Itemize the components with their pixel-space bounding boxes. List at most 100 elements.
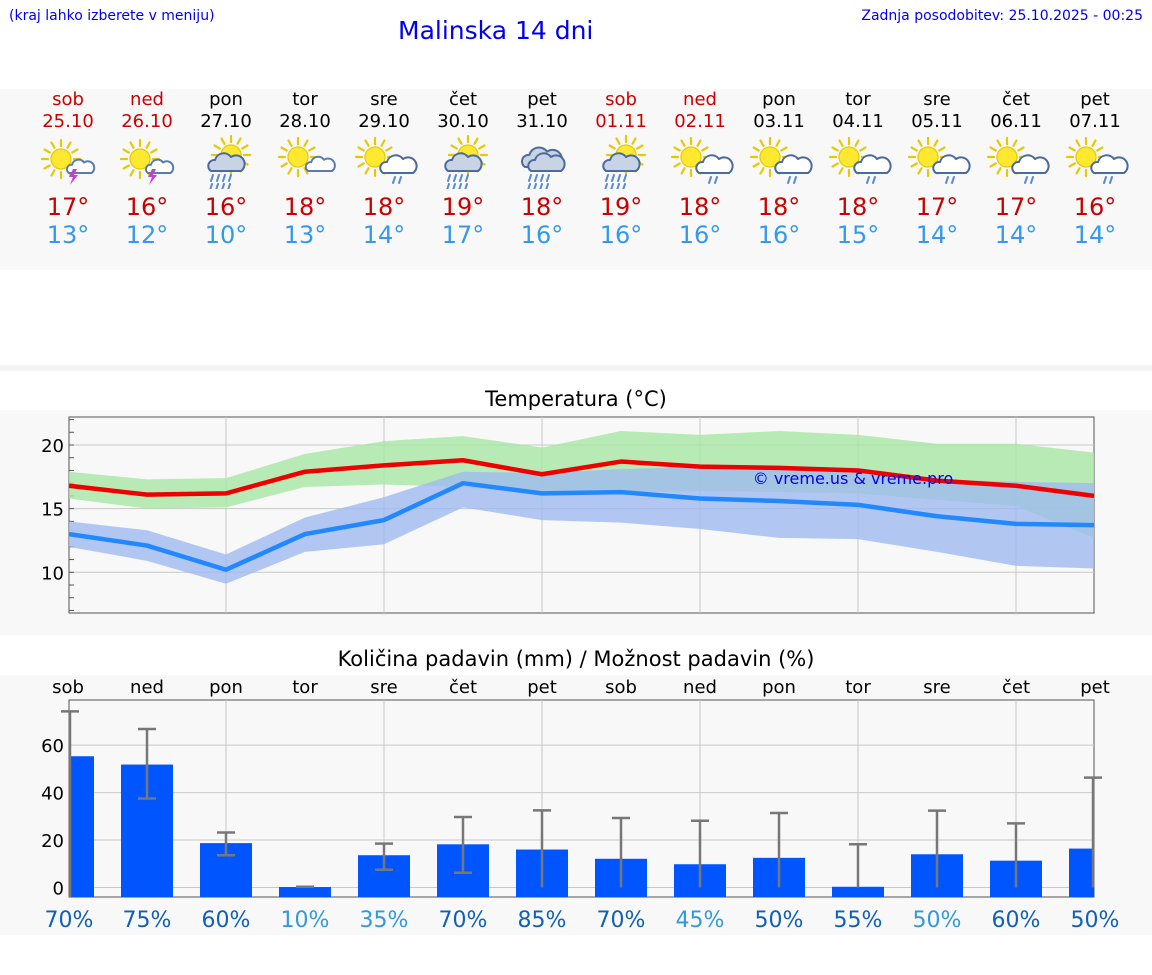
precipitation-probability: 45% <box>676 908 725 933</box>
daily-forecast-panel <box>0 89 1152 270</box>
precipitation-probability: 60% <box>202 908 251 933</box>
precipitation-bar <box>279 887 331 897</box>
min-temperature: 14° <box>1073 221 1117 249</box>
sun-cloud-rain-icon <box>1065 136 1129 184</box>
precipitation-probability: 35% <box>360 908 409 933</box>
precipitation-probability: 50% <box>913 908 962 933</box>
max-temperature: 17° <box>46 193 90 221</box>
y-tick-label: 20 <box>41 436 64 457</box>
precipitation-bar <box>1069 848 1094 897</box>
day-name: pet <box>527 89 557 110</box>
precipitation-probability: 50% <box>1071 908 1120 933</box>
day-label: pon <box>762 677 796 698</box>
day-column: ned 02.11 18° 16° <box>661 89 740 249</box>
day-name: pon <box>209 89 243 110</box>
max-temperature-line <box>68 458 1095 499</box>
day-date: 31.10 <box>516 111 568 132</box>
day-name: čet <box>1001 89 1031 110</box>
max-temperature: 18° <box>836 193 880 221</box>
max-temperature: 17° <box>915 193 959 221</box>
min-temperature: 17° <box>441 221 485 249</box>
day-name: sre <box>923 89 951 110</box>
location-menu-hint[interactable]: (kraj lahko izberete v meniju) <box>9 8 215 24</box>
day-date: 03.11 <box>753 111 805 132</box>
day-date: 27.10 <box>200 111 252 132</box>
precipitation-bar <box>832 886 884 897</box>
min-temperature-band <box>69 466 1094 584</box>
day-label: sob <box>605 677 637 698</box>
max-temperature: 18° <box>757 193 801 221</box>
min-temperature-line <box>68 480 1095 572</box>
min-temperature: 13° <box>46 221 90 249</box>
precipitation-chart: sob ned pon tor sre čet pet sob ned pon tor sre čet p… <box>41 677 1120 933</box>
day-column: ned 26.10 16° 12° <box>108 89 187 249</box>
day-label: sob <box>52 677 84 698</box>
day-column: sre 29.10 18° 14° <box>345 89 424 249</box>
sun-cloud-heavy-rain-icon <box>601 134 646 189</box>
day-date: 04.11 <box>832 111 884 132</box>
day-column: pon 27.10 16° 10° <box>187 89 266 249</box>
day-label: pet <box>527 677 557 698</box>
precipitation-probability: 50% <box>755 908 804 933</box>
precipitation-bar <box>69 756 94 897</box>
max-temperature: 19° <box>599 193 643 221</box>
page-title: Malinska 14 dni <box>398 16 594 45</box>
day-label: sre <box>923 677 950 698</box>
sun-thunder-icon <box>119 138 174 185</box>
precipitation-probability: 70% <box>45 908 94 933</box>
min-temperature: 14° <box>994 221 1038 249</box>
temperature-chart: 20 15 10 © vreme.us & vreme.pro <box>41 416 1095 614</box>
sun-cloud-heavy-rain-icon <box>206 134 251 189</box>
y-tick-label: 15 <box>41 500 64 521</box>
sun-cloud-heavy-rain-icon <box>443 134 488 189</box>
sun-cloud-rain-icon <box>907 136 971 184</box>
day-date: 02.11 <box>674 111 726 132</box>
day-column: tor 04.11 18° 15° <box>819 89 898 249</box>
day-label: čet <box>449 677 477 698</box>
min-temperature: 16° <box>757 221 801 249</box>
day-name: sob <box>605 89 637 110</box>
day-column: sob 01.11 19° 16° <box>582 89 661 249</box>
day-date: 07.11 <box>1069 111 1121 132</box>
day-date: 06.11 <box>990 111 1042 132</box>
day-label: tor <box>292 677 318 698</box>
max-temperature: 18° <box>283 193 327 221</box>
day-label: sre <box>370 677 397 698</box>
day-label: ned <box>683 677 717 698</box>
day-name: pon <box>762 89 796 110</box>
day-name: tor <box>292 89 318 110</box>
precipitation-probability: 60% <box>992 908 1041 933</box>
sun-cloud-rain-icon <box>828 136 892 184</box>
precipitation-probability: 70% <box>597 908 646 933</box>
max-temperature: 18° <box>678 193 722 221</box>
day-column: tor 28.10 18° 13° <box>266 89 345 249</box>
max-temperature: 16° <box>1073 193 1117 221</box>
precipitation-probability: 75% <box>123 908 172 933</box>
day-column: sob 25.10 17° 13° <box>29 89 108 249</box>
y-tick-label: 0 <box>53 879 64 900</box>
day-column: sre 05.11 17° 14° <box>898 89 977 249</box>
day-date: 05.11 <box>911 111 963 132</box>
max-temperature: 17° <box>994 193 1038 221</box>
precipitation-probability: 55% <box>834 908 883 933</box>
precipitation-probability: 10% <box>281 908 330 933</box>
sun-cloud-rain-icon <box>986 136 1050 184</box>
day-name: pet <box>1080 89 1110 110</box>
day-column: pet 31.10 18° 16° <box>503 89 582 249</box>
precipitation-chart-title: Količina padavin (mm) / Možnost padavin … <box>337 647 815 671</box>
day-label: pet <box>1080 677 1110 698</box>
daily-forecast-row: sob 25.10 17° 13° ned 26.10 16° 12° pon 27.10 16° 1… <box>0 89 1152 270</box>
day-name: ned <box>130 89 164 110</box>
day-column: pon 03.11 18° 16° <box>740 89 819 249</box>
min-temperature: 16° <box>599 221 643 249</box>
watermark: © vreme.us & vreme.pro <box>753 469 954 488</box>
max-temperature: 19° <box>441 193 485 221</box>
temperature-chart-title: Temperatura (°C) <box>485 387 667 411</box>
day-name: sob <box>52 89 84 110</box>
day-date: 30.10 <box>437 111 489 132</box>
y-tick-label: 40 <box>41 784 64 805</box>
sun-cloud-rain-icon <box>670 136 734 184</box>
min-temperature: 15° <box>836 221 880 249</box>
min-temperature: 14° <box>362 221 406 249</box>
sun-thunder-icon <box>40 138 95 185</box>
